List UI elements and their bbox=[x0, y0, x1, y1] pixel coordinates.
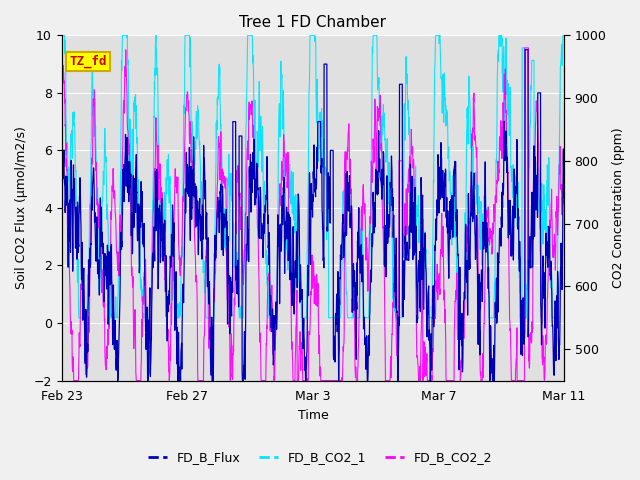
Text: TZ_fd: TZ_fd bbox=[69, 55, 107, 68]
Y-axis label: CO2 Concentration (ppm): CO2 Concentration (ppm) bbox=[612, 128, 625, 288]
X-axis label: Time: Time bbox=[298, 409, 328, 422]
Y-axis label: Soil CO2 Flux (μmol/m2/s): Soil CO2 Flux (μmol/m2/s) bbox=[15, 127, 28, 289]
Title: Tree 1 FD Chamber: Tree 1 FD Chamber bbox=[239, 15, 387, 30]
Legend: FD_B_Flux, FD_B_CO2_1, FD_B_CO2_2: FD_B_Flux, FD_B_CO2_1, FD_B_CO2_2 bbox=[143, 446, 497, 469]
